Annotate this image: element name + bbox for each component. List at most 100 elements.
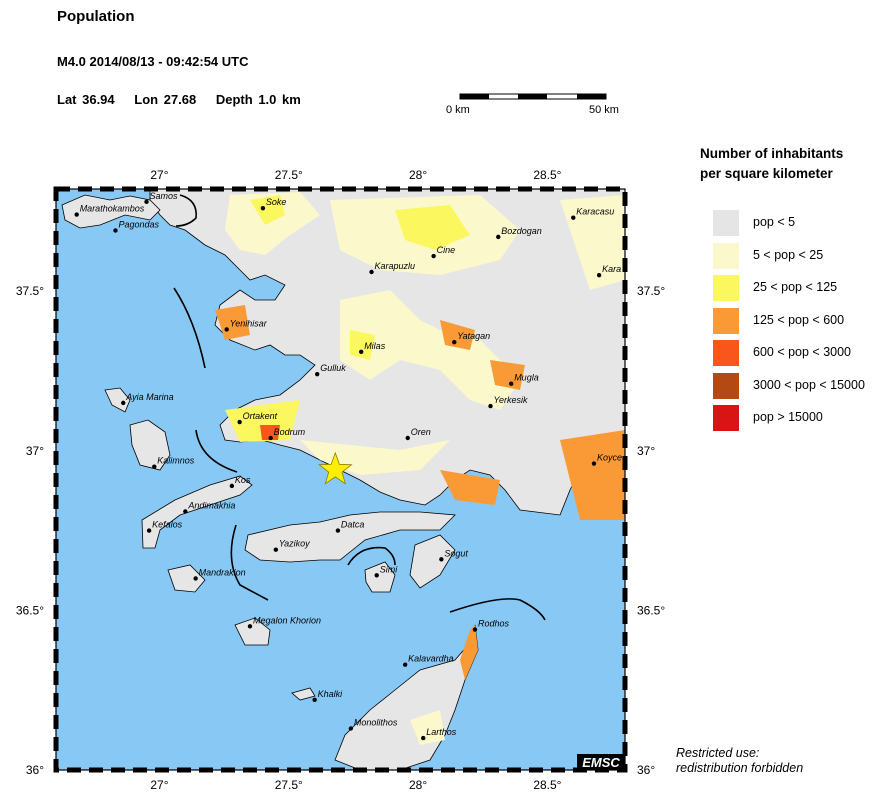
place-marker: Karapuzlu: [369, 261, 416, 275]
place-marker: Karacasu: [571, 207, 614, 220]
place-dot: [421, 735, 426, 741]
place-dot: [268, 435, 273, 441]
place-dot: [121, 400, 126, 406]
x-axis-bottom: 27° 27.5° 28° 28.5°: [150, 778, 561, 792]
place-name: Yazikoy: [279, 539, 310, 549]
population-density-layer: [215, 192, 625, 520]
place-marker: Larthos: [421, 727, 457, 741]
place-marker: Kos: [229, 475, 251, 489]
place-name: Mandrakion: [199, 567, 246, 577]
y-tick-label-left: 37°: [26, 444, 44, 458]
place-dot: [509, 381, 514, 386]
legend-item: pop > 15000: [713, 405, 873, 431]
place-name: Yenihisar: [230, 318, 268, 328]
place-name: Bodrum: [274, 427, 306, 437]
y-tick-label-right: 36.5°: [637, 603, 665, 617]
legend-title-line2: per square kilometer: [700, 166, 833, 181]
place-marker: Milas: [358, 341, 386, 355]
place-name: Kalimnos: [157, 456, 195, 466]
legend-swatch: [713, 242, 739, 269]
scale-bar-end-label: 50 km: [589, 104, 619, 116]
kos-island: [141, 475, 253, 549]
place-name: Simi: [380, 564, 398, 574]
y-tick-label-right: 36°: [637, 763, 655, 777]
place-name: Cine: [437, 245, 456, 255]
longitude-value: Lon 27.68: [134, 92, 197, 107]
place-name: Milas: [364, 341, 386, 351]
place-name: Yerkesik: [494, 395, 529, 405]
place-marker: Mandrakion: [193, 567, 246, 581]
legend-title: Number of inhabitants per square kilomet…: [700, 144, 843, 184]
place-dot: [496, 234, 501, 240]
x-tick-label-top: 27.5°: [275, 168, 303, 182]
place-dot: [335, 528, 341, 533]
samos-island: [61, 194, 161, 229]
place-name: Koyce: [597, 453, 622, 463]
usage-notice-line1: Restricted use:: [676, 746, 760, 760]
place-dot: [237, 419, 242, 425]
place-name: Megalon Khorion: [253, 615, 321, 625]
y-tick-label-left: 36.5°: [16, 603, 44, 617]
event-info: M4.0 2014/08/13 - 09:42:54 UTC: [57, 54, 249, 69]
place-dot: [402, 662, 408, 667]
legend-swatch: [713, 307, 739, 334]
place-name: Datca: [341, 520, 365, 530]
place-name: Gulluk: [320, 363, 346, 373]
y-tick-label-right: 37.5°: [637, 284, 665, 298]
place-dot: [260, 205, 266, 211]
y-tick-label-left: 37.5°: [16, 284, 44, 298]
place-name: Oren: [411, 427, 431, 437]
place-dot: [596, 272, 602, 278]
place-marker: Ayia Marina: [121, 392, 174, 406]
place-marker: Cine: [431, 245, 456, 259]
x-tick-label-top: 28.5°: [533, 168, 561, 182]
place-name: Ayia Marina: [125, 392, 173, 402]
place-dot: [183, 509, 188, 514]
place-marker: Kefalos: [146, 520, 183, 533]
x-tick-label-top: 28°: [409, 168, 427, 182]
place-marker: Gulluk: [315, 363, 346, 377]
place-name: Karapuzlu: [375, 261, 416, 271]
place-marker: Yerkesik: [488, 395, 529, 409]
place-name: Kefalos: [152, 520, 183, 530]
place-marker: Koyce: [591, 453, 622, 466]
x-tick-label-top: 27°: [150, 168, 168, 182]
legend-item: 3000 < pop < 15000: [713, 372, 873, 399]
place-marker: Kalimnos: [152, 456, 195, 469]
legend-item: 25 < pop < 125: [713, 275, 873, 301]
place-marker: Yazikoy: [273, 539, 310, 552]
place-marker: Monolithos: [348, 718, 398, 731]
y-tick-label-right: 37°: [637, 444, 655, 458]
place-marker: Mugla: [509, 373, 539, 386]
place-name: Sogut: [444, 548, 468, 558]
usage-notice-line2: redistribution forbidden: [676, 761, 804, 775]
legend-item: pop < 5: [713, 210, 873, 236]
place-name: Ortakent: [243, 411, 278, 421]
place-name: Samos: [150, 191, 179, 201]
place-name: Karacasu: [576, 207, 614, 217]
legend-label: 5 < pop < 25: [753, 247, 824, 262]
legend-label: 125 < pop < 600: [753, 312, 845, 327]
place-name: Monolithos: [354, 718, 398, 728]
place-marker: Andimakhia: [183, 500, 235, 514]
place-marker: Sogut: [439, 548, 468, 562]
mandrakion-island: [167, 564, 206, 593]
legend-label: pop > 15000: [753, 410, 823, 424]
legend-label: 600 < pop < 3000: [753, 345, 852, 359]
place-dot: [229, 483, 235, 489]
khalki-island: [291, 687, 316, 701]
place-dot: [312, 697, 317, 702]
legend-item: 125 < pop < 600: [713, 307, 873, 334]
place-name: Khalki: [318, 689, 344, 699]
legend-swatch: [713, 210, 739, 236]
emsc-label: EMSC: [582, 755, 620, 770]
depth-value: Depth 1.0 km: [215, 92, 301, 107]
legend-swatch: [713, 275, 739, 301]
place-name: Yatagan: [457, 331, 490, 341]
x-tick-label-bottom: 28°: [409, 778, 427, 792]
place-dot: [488, 403, 493, 409]
legend-item: 5 < pop < 25: [713, 242, 873, 269]
fault-lines: [173, 194, 546, 621]
place-dot: [224, 327, 229, 332]
